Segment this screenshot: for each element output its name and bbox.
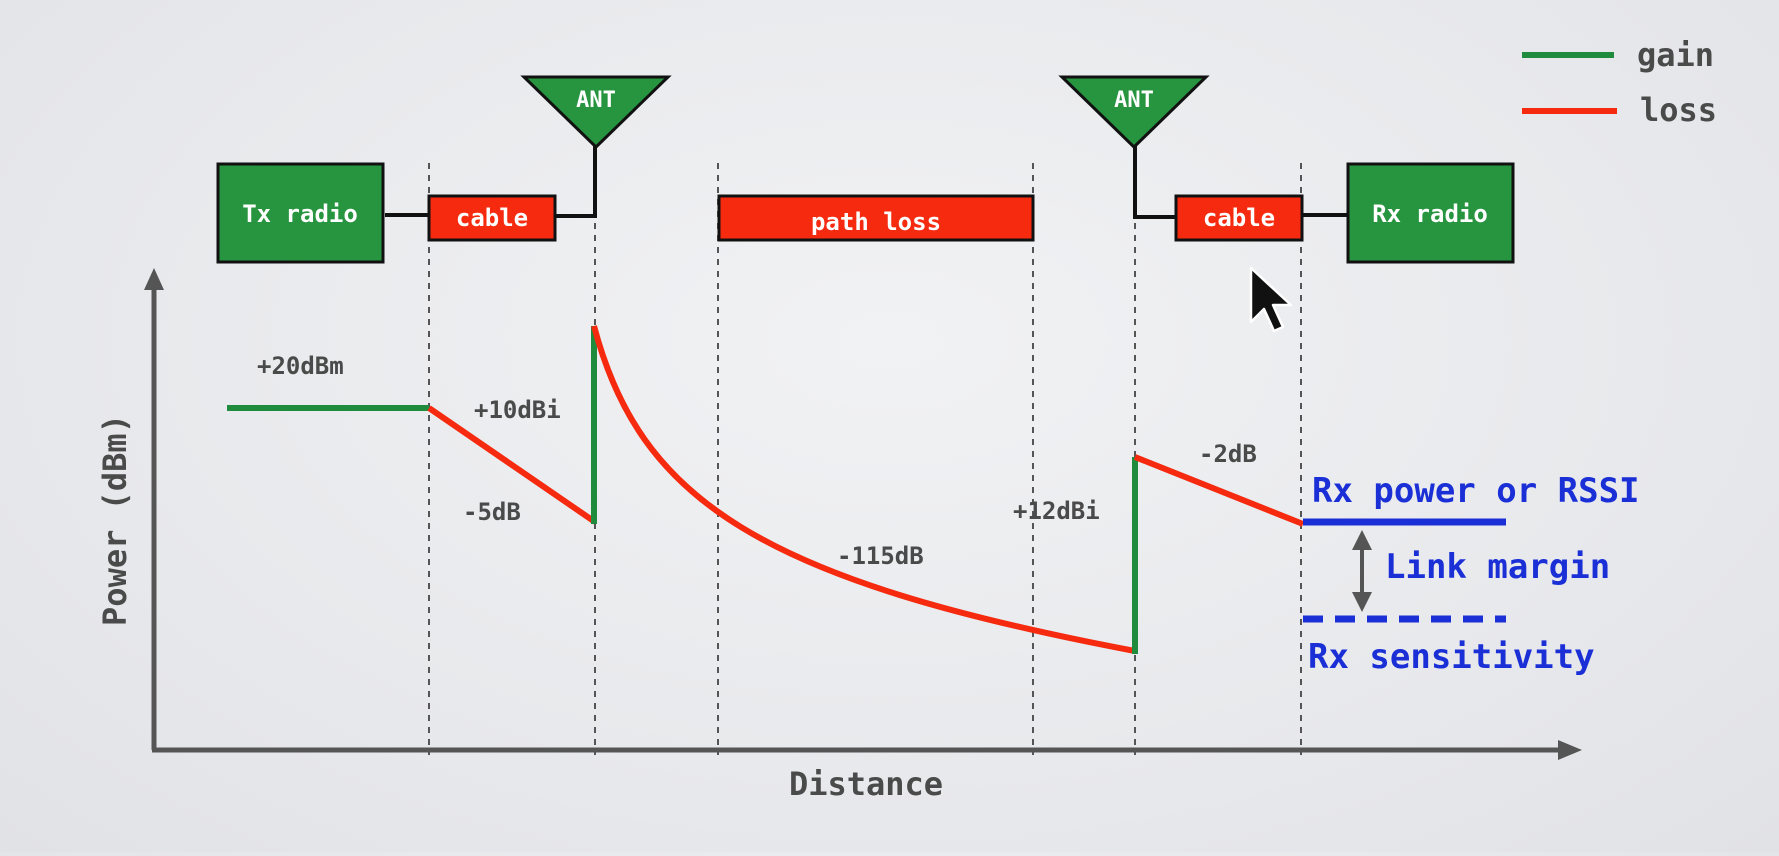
tx-antenna-icon <box>520 75 672 150</box>
rx-antenna: ANT <box>1058 75 1210 150</box>
tx-power-annotation: +20dBm <box>257 352 344 380</box>
tx-antenna-label: ANT <box>576 88 616 113</box>
connector-wires <box>385 145 1348 219</box>
x-axis-label: Distance <box>789 765 943 803</box>
tx-cable-loss-slope <box>427 405 597 525</box>
legend-loss-label: loss <box>1640 91 1717 129</box>
rx-cable-block: cable <box>1174 194 1304 242</box>
tx-radio-block: Tx radio <box>216 162 385 264</box>
rx-cable-loss-annotation: -2dB <box>1199 440 1257 468</box>
tx-cable-loss-annotation: -5dB <box>463 498 521 526</box>
tx-cable-label: cable <box>456 204 528 232</box>
tx-antenna-gain-annotation: +10dBi <box>474 396 561 424</box>
stage-separators <box>428 163 1302 755</box>
rx-antenna-gain-annotation: +12dBi <box>1013 497 1100 525</box>
rx-power-label: Rx power or RSSI <box>1312 471 1640 511</box>
x-axis-arrow <box>1558 740 1582 760</box>
link-margin-arrow-up <box>1352 530 1372 550</box>
rx-levels <box>1303 518 1506 623</box>
legend: gain loss <box>1522 36 1717 129</box>
path-loss-curve <box>591 325 1136 654</box>
link-margin-arrow-down <box>1352 592 1372 612</box>
rx-cable-loss-slope <box>1133 454 1305 527</box>
wire-rx-antenna-cable <box>1133 145 1176 219</box>
axes <box>144 268 1582 760</box>
path-loss-annotation: -115dB <box>837 542 924 570</box>
power-trace <box>227 325 1305 654</box>
path-loss-block: path loss <box>717 194 1035 242</box>
tx-cable-block: cable <box>427 194 557 242</box>
legend-gain-label: gain <box>1637 36 1714 74</box>
rx-antenna-icon <box>1058 75 1210 150</box>
rx-radio-label: Rx radio <box>1372 200 1488 228</box>
path-loss-label: path loss <box>811 208 941 236</box>
y-axis-label: Power (dBm) <box>96 414 134 626</box>
rx-radio-block: Rx radio <box>1346 162 1515 264</box>
rx-antenna-label: ANT <box>1114 88 1154 113</box>
wire-tx-cable-antenna <box>555 145 597 218</box>
mouse-pointer-icon <box>1249 266 1293 333</box>
link-margin-label: Link margin <box>1385 547 1610 587</box>
rx-cable-label: cable <box>1203 204 1275 232</box>
rx-sensitivity-label: Rx sensitivity <box>1308 637 1595 677</box>
tx-radio-label: Tx radio <box>242 200 358 228</box>
tx-antenna: ANT <box>520 75 672 150</box>
y-axis-arrow <box>144 268 164 290</box>
